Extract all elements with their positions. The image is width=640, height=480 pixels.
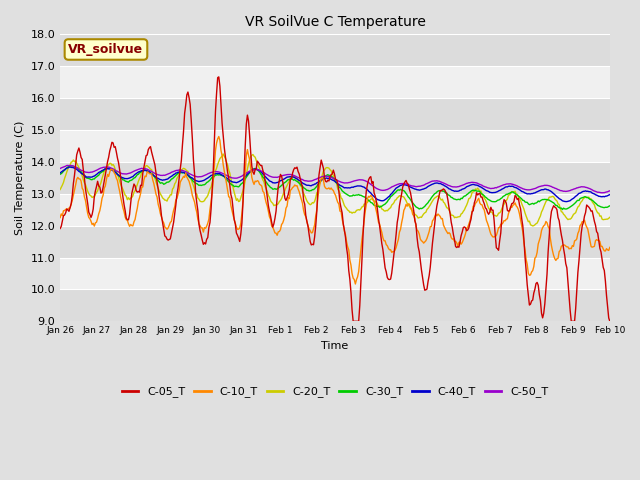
- Bar: [60, 257, 610, 289]
- Bar: [60, 35, 610, 66]
- Text: VR_soilvue: VR_soilvue: [68, 43, 143, 56]
- Bar: [60, 98, 610, 130]
- Bar: [60, 130, 610, 162]
- X-axis label: Time: Time: [321, 341, 349, 351]
- Title: VR SoilVue C Temperature: VR SoilVue C Temperature: [244, 15, 426, 29]
- Y-axis label: Soil Temperature (C): Soil Temperature (C): [15, 120, 25, 235]
- Bar: [60, 289, 610, 321]
- Bar: [60, 226, 610, 257]
- Legend: C-05_T, C-10_T, C-20_T, C-30_T, C-40_T, C-50_T: C-05_T, C-10_T, C-20_T, C-30_T, C-40_T, …: [117, 382, 553, 402]
- Bar: [60, 162, 610, 194]
- Bar: [60, 194, 610, 226]
- Bar: [60, 66, 610, 98]
